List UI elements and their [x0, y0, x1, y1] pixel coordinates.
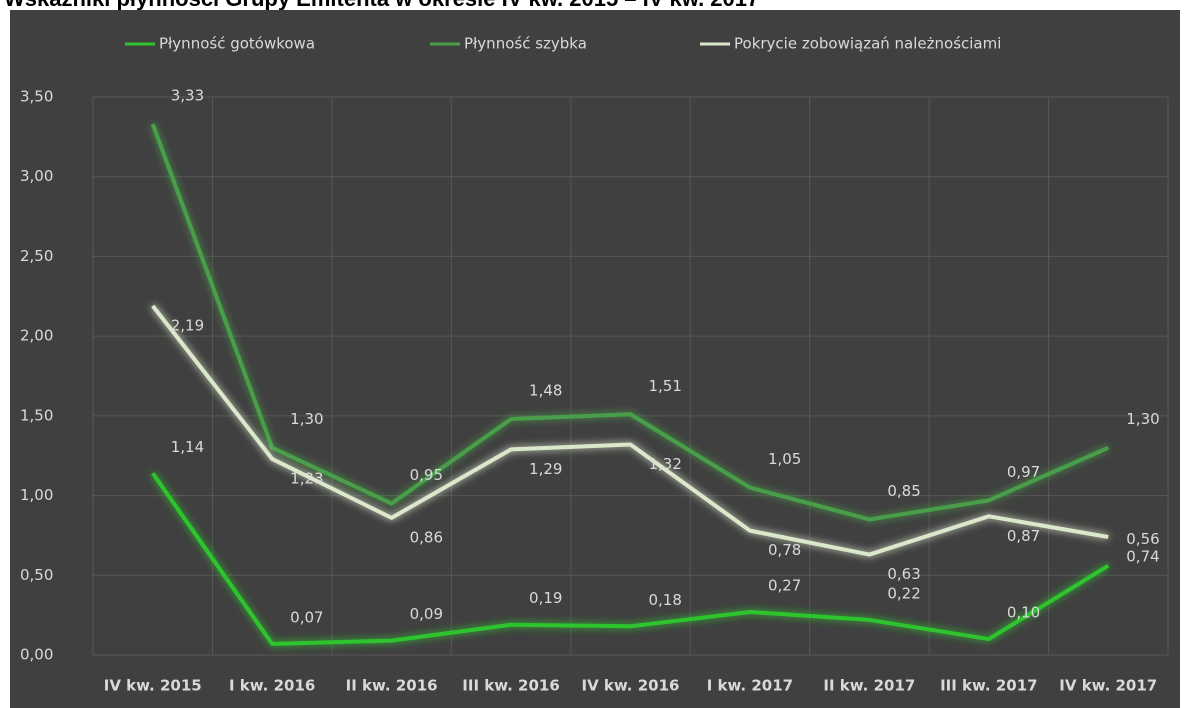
y-tick-label: 0,00	[20, 646, 53, 664]
series-line	[150, 123, 1110, 522]
legend-label: Pokrycie zobowiązań należnościami	[734, 35, 1001, 53]
legend-label: Płynność szybka	[464, 35, 587, 53]
x-tick-label: I kw. 2016	[229, 677, 315, 695]
y-tick-label: 1,00	[20, 486, 53, 504]
x-tick-label: III kw. 2017	[940, 677, 1038, 695]
x-tick-label: II kw. 2017	[823, 677, 915, 695]
data-label: 1,14	[171, 438, 204, 456]
data-label: 0,19	[529, 589, 562, 607]
data-label: 0,86	[410, 528, 443, 546]
chart-background	[10, 10, 1180, 708]
data-label: 0,10	[1007, 604, 1040, 622]
data-label: 1,48	[529, 382, 562, 400]
y-tick-label: 0,50	[20, 566, 53, 584]
data-label: 0,78	[768, 541, 801, 559]
y-tick-label: 3,00	[20, 167, 53, 185]
data-label: 0,95	[410, 466, 443, 484]
data-label: 1,23	[290, 469, 323, 487]
y-tick-label: 2,00	[20, 327, 53, 345]
data-label: 0,87	[1007, 527, 1040, 545]
data-label: 0,63	[887, 565, 920, 583]
y-tick-label: 3,50	[20, 88, 53, 106]
x-tick-label: III kw. 2016	[462, 677, 560, 695]
data-label: 1,32	[649, 455, 682, 473]
series-line	[151, 472, 1110, 646]
data-label: 0,97	[1007, 463, 1040, 481]
data-label: 2,19	[171, 316, 204, 334]
data-label: 0,56	[1126, 530, 1159, 548]
x-tick-label: IV kw. 2017	[1059, 677, 1157, 695]
data-label: 1,51	[649, 377, 682, 395]
series-line	[151, 304, 1109, 557]
x-tick-label: II kw. 2016	[346, 677, 438, 695]
data-label: 1,29	[529, 460, 562, 478]
y-tick-label: 2,50	[20, 247, 53, 265]
data-label: 0,74	[1126, 548, 1159, 566]
x-tick-label: IV kw. 2016	[582, 677, 680, 695]
data-label: 1,05	[768, 450, 801, 468]
data-label: 1,30	[1126, 410, 1159, 428]
data-label: 3,33	[171, 87, 204, 105]
data-label: 0,27	[768, 576, 801, 594]
data-label: 0,85	[887, 482, 920, 500]
chart-title: Wskaźniki płynności Grupy Emitenta w okr…	[4, 0, 759, 11]
x-tick-label: IV kw. 2015	[104, 677, 202, 695]
data-label: 1,30	[290, 410, 323, 428]
data-label: 0,18	[649, 591, 682, 609]
x-tick-label: I kw. 2017	[707, 677, 793, 695]
data-label: 0,07	[290, 608, 323, 626]
data-label: 0,09	[410, 605, 443, 623]
legend-label: Płynność gotówkowa	[159, 35, 315, 53]
y-tick-label: 1,50	[20, 406, 53, 424]
data-label: 0,22	[887, 584, 920, 602]
